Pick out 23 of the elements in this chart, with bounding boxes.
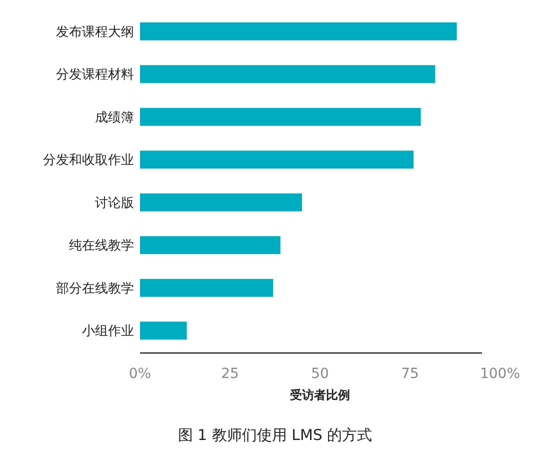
caption: 图 1 教师们使用 LMS 的方式	[178, 426, 372, 444]
y-tick-label: 讨论版	[95, 196, 134, 211]
x-tick-label: 50	[311, 366, 329, 382]
x-tick-label: 25	[221, 366, 239, 382]
y-tick-label: 纯在线教学	[69, 238, 134, 254]
y-tick-label: 部分在线教学	[56, 281, 134, 296]
y-tick-label: 成绩簿	[95, 110, 134, 126]
y-tick-label: 分发课程材料	[56, 68, 134, 83]
bar	[140, 22, 457, 40]
y-tick-label: 发布课程大纲	[56, 24, 134, 40]
y-tick-label: 分发和收取作业	[43, 153, 134, 168]
bar	[140, 108, 421, 126]
x-tick-label: 0%	[128, 366, 152, 382]
bar	[140, 193, 302, 212]
bar	[140, 150, 414, 169]
bar	[140, 322, 187, 340]
x-tick-label: 75	[401, 366, 419, 382]
bar	[140, 236, 280, 254]
x-axis-title: 受访者比例	[289, 388, 350, 402]
x-tick-label: 100%	[480, 366, 520, 382]
bar	[140, 65, 436, 84]
bar	[140, 278, 274, 297]
y-tick-label: 小组作业	[82, 324, 134, 340]
